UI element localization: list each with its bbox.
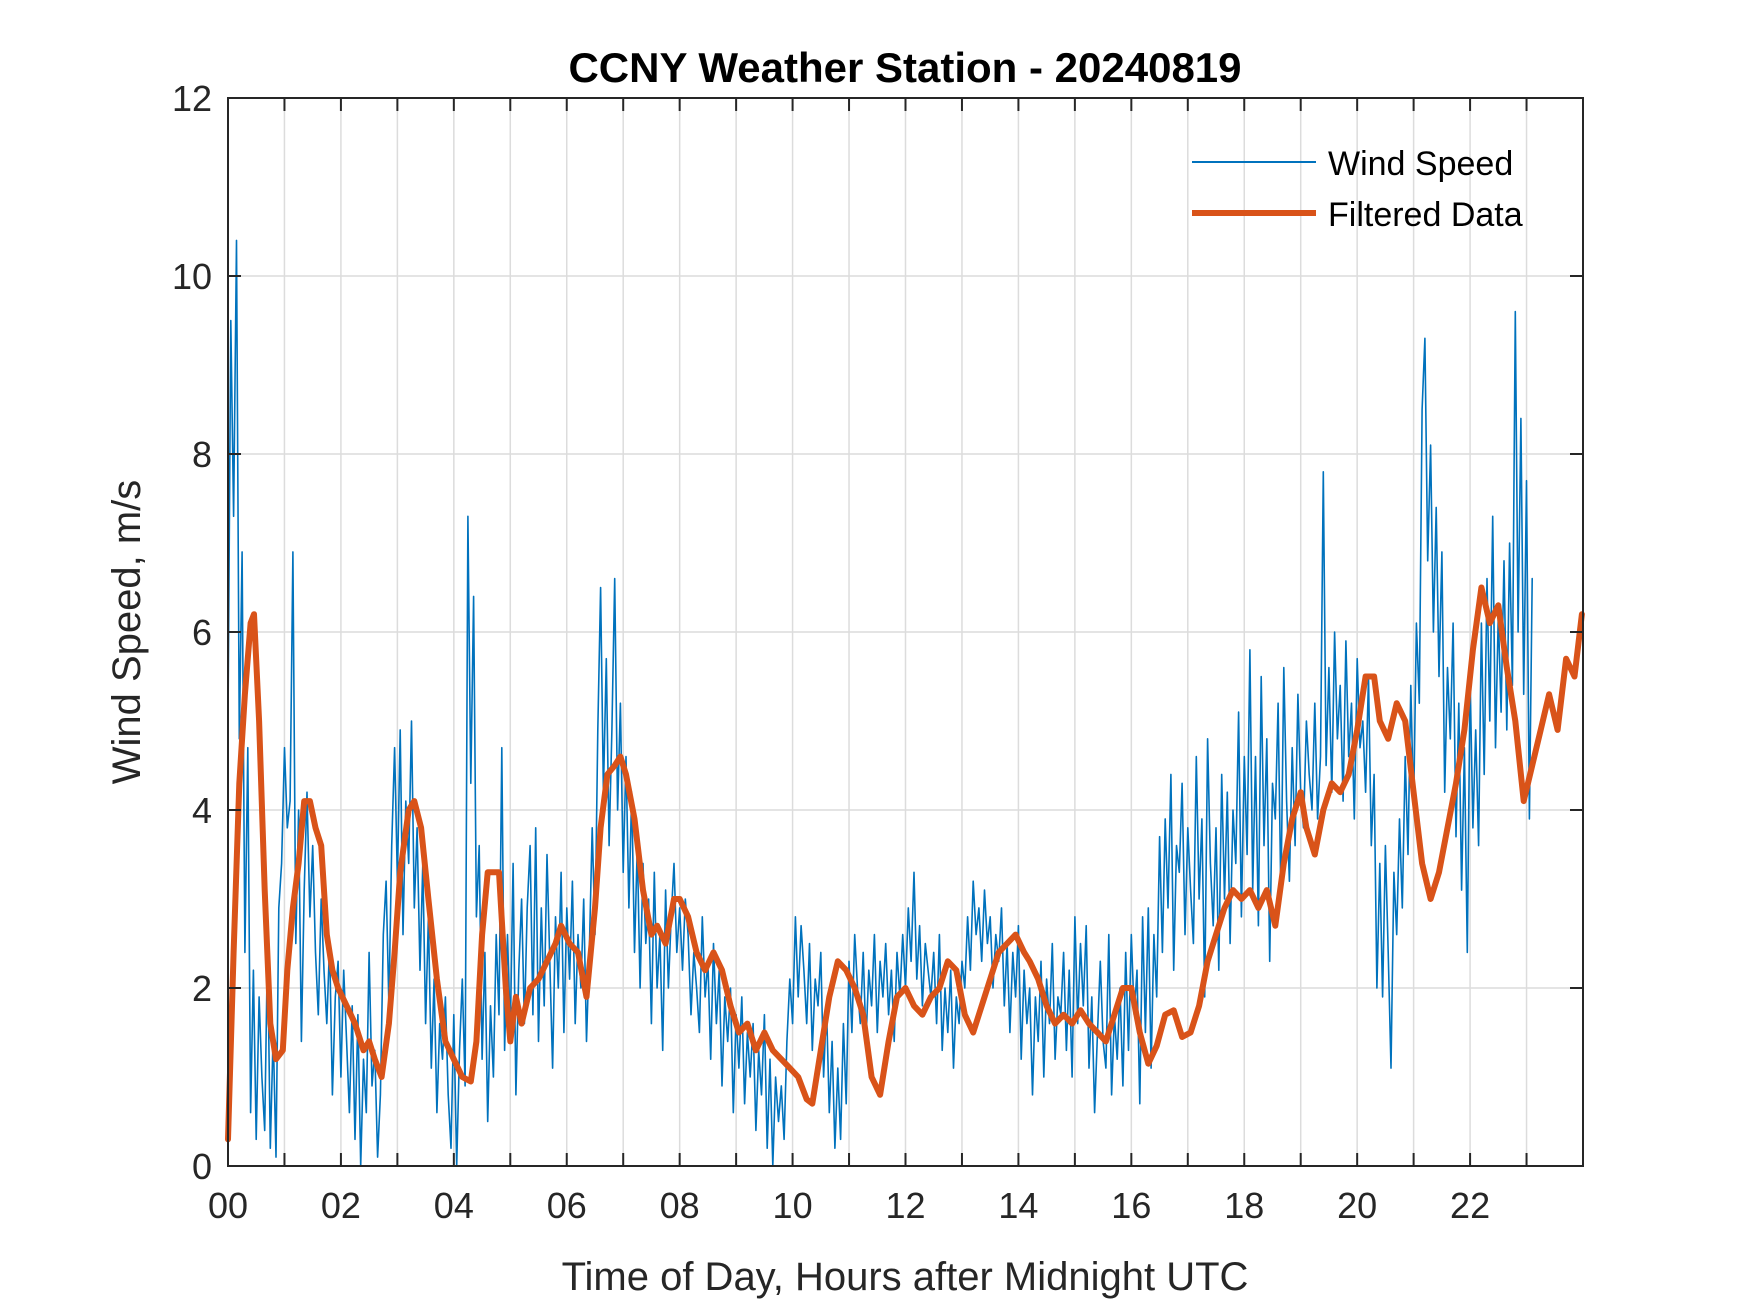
x-tick-label: 06 — [547, 1185, 587, 1226]
x-axis-label: Time of Day, Hours after Midnight UTC — [562, 1255, 1249, 1299]
y-tick-label: 4 — [192, 790, 212, 831]
x-tick-label: 16 — [1111, 1185, 1151, 1226]
y-tick-label: 0 — [192, 1146, 212, 1187]
legend: Wind Speed Filtered Data — [1192, 145, 1523, 234]
x-tick-label: 20 — [1337, 1185, 1377, 1226]
y-axis-label: Wind Speed, m/s — [105, 480, 149, 785]
x-tick-label: 02 — [321, 1185, 361, 1226]
legend-label-filtered-data: Filtered Data — [1328, 196, 1523, 234]
x-tick-label: 08 — [660, 1185, 700, 1226]
y-tick-label: 10 — [172, 256, 212, 297]
series-line-wind-speed — [227, 239, 1533, 1167]
y-tick-label: 2 — [192, 968, 212, 1009]
x-tick-label: 12 — [885, 1185, 925, 1226]
y-tick-label: 6 — [192, 612, 212, 653]
x-tick-labels: 00 02 04 06 08 10 12 14 16 18 20 22 — [208, 1185, 1490, 1226]
x-tick-label: 04 — [434, 1185, 474, 1226]
y-tick-labels: 0 2 4 6 8 10 12 — [172, 78, 212, 1187]
x-tick-label: 22 — [1450, 1185, 1490, 1226]
chart-title: CCNY Weather Station - 20240819 — [568, 44, 1241, 91]
x-tick-label: 00 — [208, 1185, 248, 1226]
y-tick-label: 12 — [172, 78, 212, 119]
x-tick-label: 10 — [773, 1185, 813, 1226]
series-line-filtered-data — [225, 584, 1585, 1143]
x-tick-label: 18 — [1224, 1185, 1264, 1226]
legend-label-wind-speed: Wind Speed — [1328, 145, 1513, 183]
series-layer — [225, 239, 1585, 1167]
y-tick-label: 8 — [192, 434, 212, 475]
tick-marks — [228, 97, 1583, 1167]
x-tick-label: 14 — [998, 1185, 1038, 1226]
